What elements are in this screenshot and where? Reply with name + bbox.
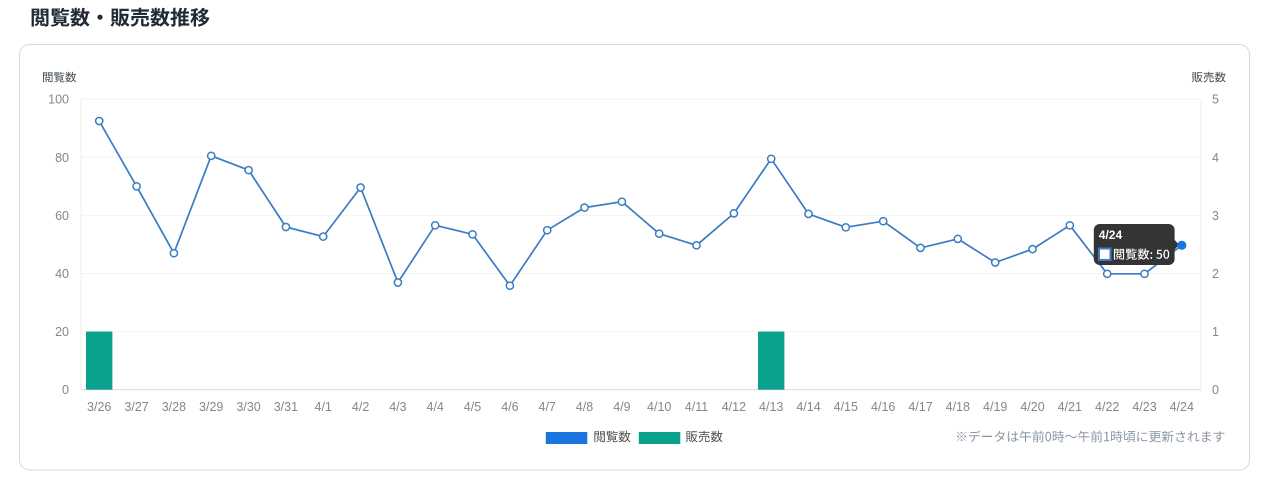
svg-text:4/22: 4/22 bbox=[1095, 400, 1119, 414]
svg-text:3/26: 3/26 bbox=[87, 400, 111, 414]
svg-text:4/13: 4/13 bbox=[759, 400, 783, 414]
svg-text:4/18: 4/18 bbox=[946, 400, 970, 414]
svg-text:4/10: 4/10 bbox=[647, 400, 671, 414]
svg-text:4/24: 4/24 bbox=[1099, 228, 1123, 242]
svg-text:4/8: 4/8 bbox=[576, 400, 593, 414]
svg-text:4/4: 4/4 bbox=[427, 400, 444, 414]
svg-text:3/29: 3/29 bbox=[199, 400, 223, 414]
svg-text:2: 2 bbox=[1212, 267, 1219, 281]
svg-text:4/3: 4/3 bbox=[389, 400, 406, 414]
svg-text:3: 3 bbox=[1212, 209, 1219, 223]
svg-text:4/17: 4/17 bbox=[908, 400, 932, 414]
svg-text:4/1: 4/1 bbox=[315, 400, 332, 414]
svg-text:4/5: 4/5 bbox=[464, 400, 481, 414]
svg-text:4/15: 4/15 bbox=[834, 400, 858, 414]
svg-text:4/12: 4/12 bbox=[722, 400, 746, 414]
svg-text:3/30: 3/30 bbox=[236, 400, 260, 414]
svg-text:0: 0 bbox=[62, 383, 69, 397]
svg-text:3/27: 3/27 bbox=[124, 400, 148, 414]
svg-text:4/14: 4/14 bbox=[796, 400, 820, 414]
svg-text:4/20: 4/20 bbox=[1020, 400, 1044, 414]
svg-text:4/23: 4/23 bbox=[1132, 400, 1156, 414]
svg-text:0: 0 bbox=[1212, 383, 1219, 397]
svg-text:4/24: 4/24 bbox=[1170, 400, 1194, 414]
svg-text:4/7: 4/7 bbox=[539, 400, 556, 414]
svg-text:4/2: 4/2 bbox=[352, 400, 369, 414]
svg-text:20: 20 bbox=[55, 325, 69, 339]
svg-text:1: 1 bbox=[1212, 325, 1219, 339]
svg-text:4: 4 bbox=[1212, 151, 1219, 165]
svg-text:80: 80 bbox=[55, 151, 69, 165]
svg-text:100: 100 bbox=[48, 93, 69, 107]
svg-text:4/6: 4/6 bbox=[501, 400, 518, 414]
svg-text:4/9: 4/9 bbox=[613, 400, 630, 414]
svg-text:4/11: 4/11 bbox=[685, 400, 708, 414]
svg-text:3/31: 3/31 bbox=[274, 400, 298, 414]
svg-text:60: 60 bbox=[55, 209, 69, 223]
svg-text:4/16: 4/16 bbox=[871, 400, 895, 414]
svg-text:4/19: 4/19 bbox=[983, 400, 1007, 414]
svg-text:5: 5 bbox=[1212, 93, 1219, 107]
svg-text:3/28: 3/28 bbox=[162, 400, 186, 414]
svg-text:4/21: 4/21 bbox=[1058, 400, 1082, 414]
svg-text:40: 40 bbox=[55, 267, 69, 281]
